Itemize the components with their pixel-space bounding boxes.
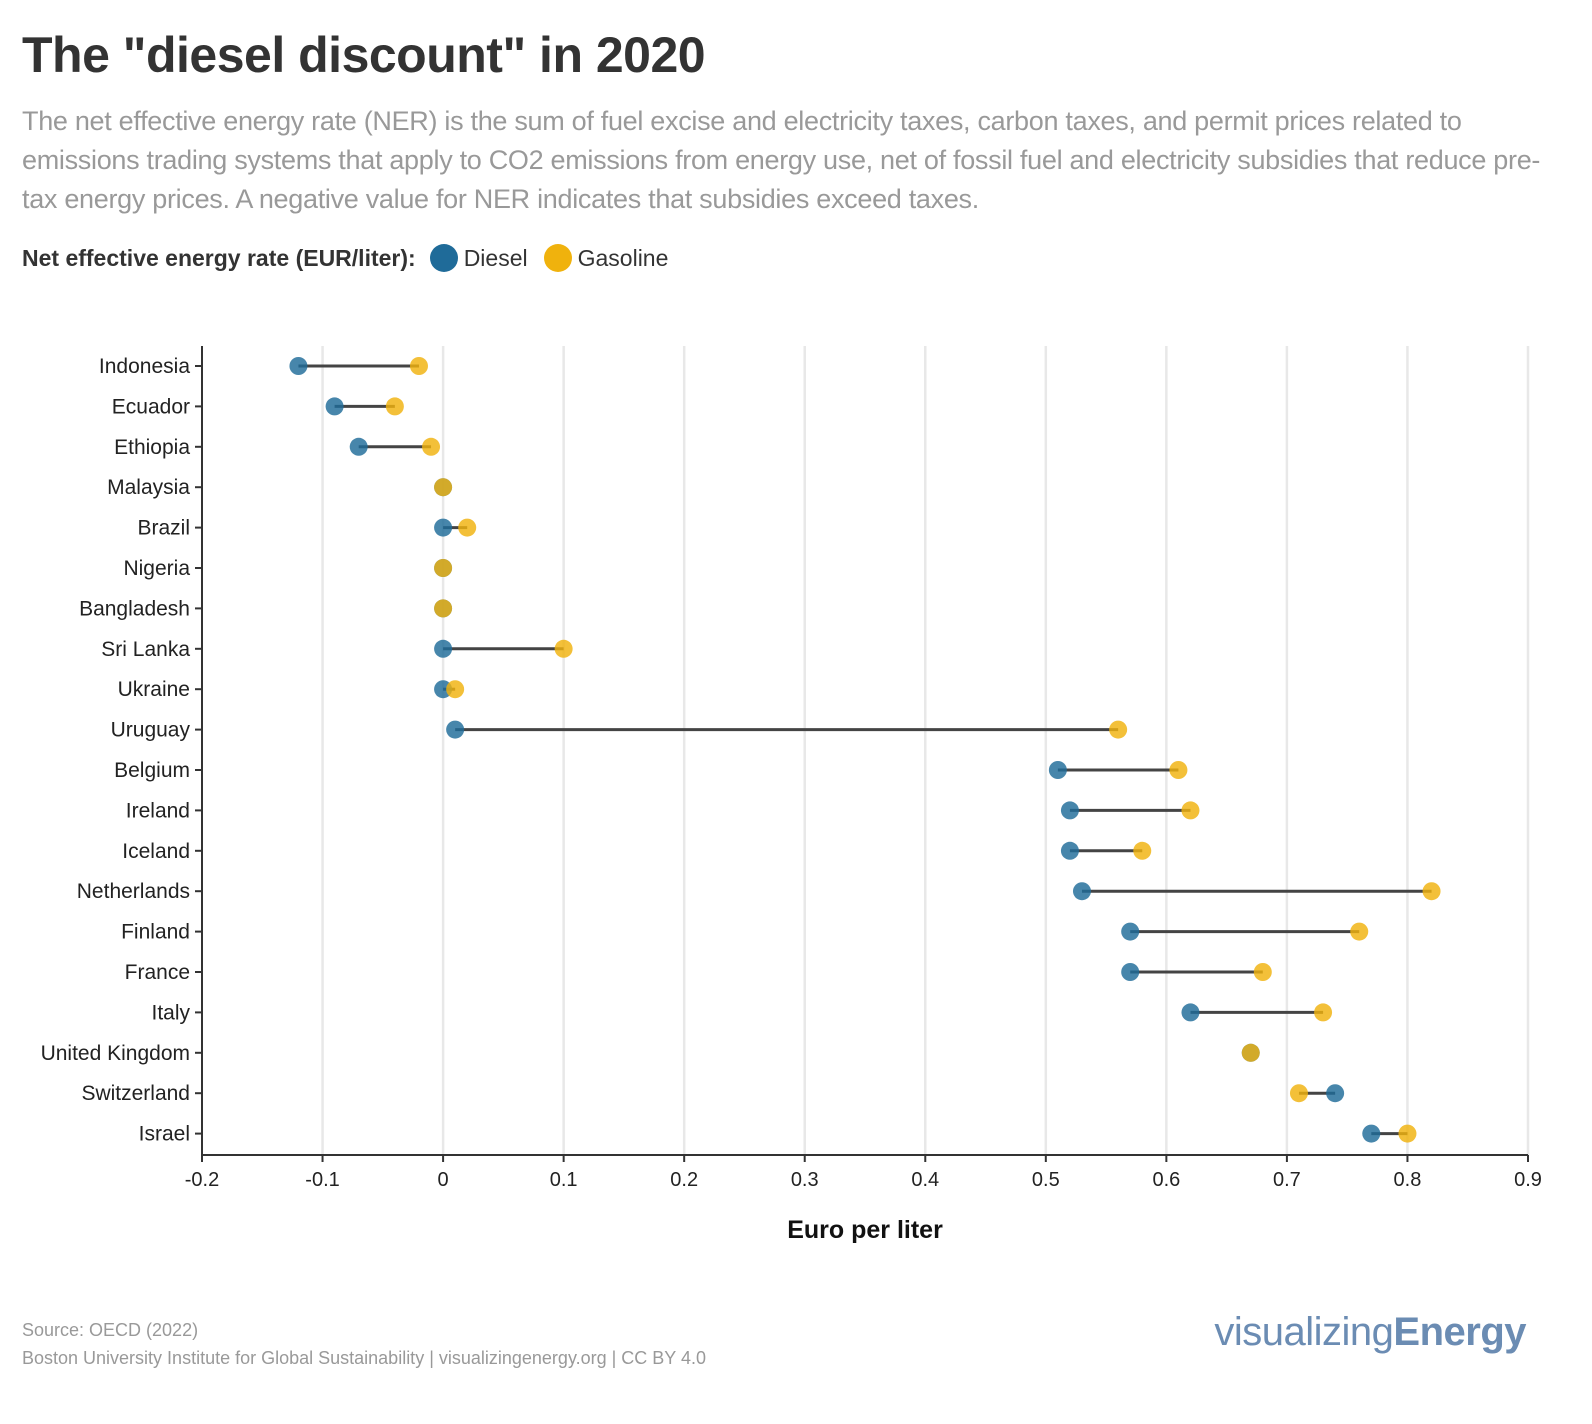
legend: Net effective energy rate (EUR/liter): D… (22, 244, 684, 272)
x-tick-label: -0.1 (305, 1169, 339, 1191)
x-axis-title: Euro per liter (787, 1216, 943, 1244)
gasoline-point (409, 357, 428, 375)
gasoline-point (1422, 882, 1441, 901)
diesel-point (1181, 1003, 1200, 1022)
diesel-point (289, 357, 308, 375)
diesel-point (1121, 922, 1140, 941)
source-text: Source: OECD (2022) (22, 1320, 199, 1340)
gasoline-point (554, 639, 573, 658)
diesel-point (1326, 1084, 1345, 1103)
x-tick-label: 0.3 (791, 1169, 819, 1191)
diesel-point (1072, 882, 1091, 901)
y-tick-label: Switzerland (81, 1082, 190, 1105)
y-tick-label: Ireland (126, 799, 190, 822)
logo-light: visualizing (1214, 1310, 1394, 1354)
diesel-point (1362, 1124, 1381, 1143)
diesel-point (1060, 841, 1079, 860)
y-tick-label: Finland (121, 921, 190, 944)
x-tick-label: 0 (438, 1169, 449, 1191)
legend-text-diesel: Diesel (463, 244, 528, 271)
chart-title: The "diesel discount" in 2020 (22, 27, 706, 83)
chart-subtitle: The net effective energy rate (NER) is t… (22, 106, 1541, 214)
diesel-point (446, 720, 465, 739)
x-tick-label: 0.7 (1273, 1169, 1301, 1191)
gasoline-point (385, 397, 404, 416)
y-tick-label: Netherlands (77, 880, 190, 903)
y-tick-label: Brazil (137, 517, 190, 540)
gasoline-point (1109, 720, 1128, 739)
gasoline-point (1133, 841, 1152, 860)
x-tick-label: -0.2 (185, 1169, 219, 1191)
y-tick-label: Italy (151, 1001, 190, 1024)
diesel-point (1048, 761, 1067, 779)
diesel-point (1121, 963, 1140, 981)
gasoline-point (1398, 1124, 1417, 1143)
footer-source: Source: OECD (2022) Boston University In… (22, 1316, 706, 1372)
y-tick-label: France (125, 961, 190, 984)
y-tick-label: Indonesia (99, 355, 190, 378)
gasoline-point (434, 559, 453, 577)
diesel-point (325, 397, 344, 416)
x-tick-label: 0.4 (911, 1169, 939, 1191)
gasoline-point (446, 680, 465, 699)
gasoline-point (434, 599, 453, 618)
y-tick-label: Ukraine (118, 678, 190, 701)
diesel-point (349, 437, 368, 456)
gasoline-point (1289, 1084, 1308, 1103)
diesel-point (434, 518, 453, 537)
y-tick-label: Iceland (122, 840, 190, 863)
gasoline-point (1350, 922, 1369, 941)
gasoline-point (1241, 1043, 1260, 1062)
gasoline-point (434, 478, 453, 497)
y-tick-label: Nigeria (123, 557, 190, 580)
credit-text: Boston University Institute for Global S… (22, 1348, 707, 1368)
gasoline-point (1181, 801, 1200, 820)
gasoline-point (1314, 1003, 1333, 1022)
y-tick-label: Uruguay (111, 719, 191, 742)
diesel-point (434, 639, 453, 658)
gasoline-point (422, 437, 441, 456)
x-tick-label: 0.5 (1032, 1169, 1060, 1191)
y-tick-label: Israel (139, 1123, 190, 1146)
visualizing-energy-logo: visualizingEnergy (1214, 1310, 1526, 1355)
gasoline-point (458, 518, 477, 537)
x-tick-label: 0.6 (1152, 1169, 1180, 1191)
diesel-point (1060, 801, 1079, 820)
x-tick-label: 0.9 (1514, 1169, 1542, 1191)
logo-bold: Energy (1393, 1310, 1526, 1354)
gasoline-point (1169, 761, 1188, 779)
gasoline-point (1253, 963, 1272, 981)
y-tick-label: Belgium (114, 759, 190, 782)
x-tick-label: 0.1 (550, 1169, 578, 1191)
legend-item-diesel: Diesel (429, 244, 528, 272)
y-tick-label: Bangladesh (79, 597, 190, 620)
legend-swatch-diesel (429, 244, 458, 272)
x-tick-label: 0.8 (1394, 1169, 1422, 1191)
y-tick-label: Malaysia (107, 476, 190, 499)
y-tick-label: Ecuador (112, 395, 190, 418)
y-tick-label: Sri Lanka (101, 638, 190, 661)
legend-swatch-gasoline (543, 244, 572, 272)
y-tick-label: Ethiopia (114, 436, 190, 459)
legend-label: Net effective energy rate (EUR/liter): (22, 244, 416, 271)
y-tick-label: United Kingdom (41, 1042, 190, 1065)
x-tick-label: 0.2 (670, 1169, 698, 1191)
legend-item-gasoline: Gasoline (543, 244, 669, 272)
legend-text-gasoline: Gasoline (577, 244, 669, 271)
